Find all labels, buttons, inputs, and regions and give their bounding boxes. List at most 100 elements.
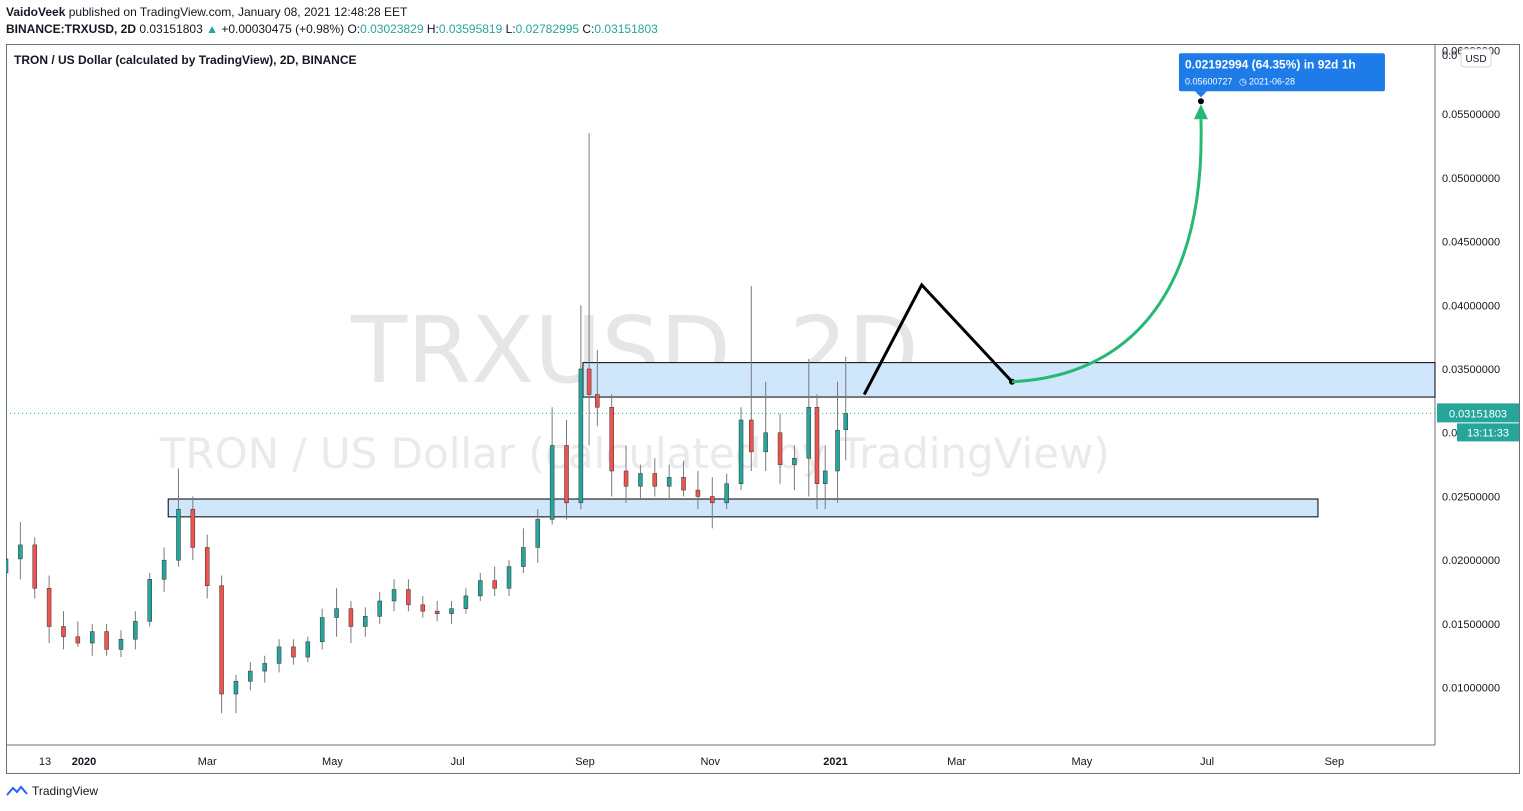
target-callout-box <box>1178 53 1385 92</box>
candle-body <box>133 621 138 640</box>
time-tick-label: Jul <box>451 756 465 768</box>
candle-body <box>695 489 701 497</box>
candle-body <box>535 519 541 548</box>
support-resistance-zone-1 <box>167 498 1319 518</box>
candle-body <box>6 558 9 574</box>
candle-body <box>478 580 483 597</box>
time-tick-label: Sep <box>1325 756 1345 768</box>
chart-frame-border <box>6 44 1520 774</box>
footer: TradingView <box>6 784 98 798</box>
candle-body <box>814 406 820 484</box>
change-arrow-icon: ▲ <box>206 22 218 36</box>
current-price-label: 0.03151803 <box>1449 408 1507 420</box>
candle-body <box>623 470 629 487</box>
open-value: 0.03023829 <box>360 22 424 36</box>
candle-body <box>190 508 196 548</box>
candle-body <box>822 470 828 484</box>
candle-body <box>434 610 440 614</box>
candle-body <box>32 544 37 589</box>
candle-body <box>89 631 95 644</box>
price-tick-label: 0.04500000 <box>1442 237 1500 249</box>
candle-body <box>638 473 643 487</box>
candle-body <box>291 646 296 658</box>
candle-body <box>46 587 52 627</box>
candle-body <box>521 547 526 567</box>
time-tick-label: Mar <box>198 756 217 768</box>
candle-body <box>204 547 210 586</box>
close-label: C: <box>582 22 595 36</box>
candle-body <box>377 600 382 617</box>
price-tick-label: 0.01000000 <box>1442 683 1500 695</box>
candle-body <box>666 477 672 487</box>
candle-body <box>564 445 569 504</box>
time-tick-label: 2021 <box>823 756 847 768</box>
candle-body <box>319 617 325 643</box>
candle-body <box>777 432 783 465</box>
time-tick-label: May <box>322 756 343 768</box>
candle-body <box>219 585 224 695</box>
candle-body <box>276 646 282 664</box>
price-tick-label: 0.03500000 <box>1442 364 1500 376</box>
countdown-label: 13:11:33 <box>1467 427 1509 439</box>
candle-body <box>305 641 311 658</box>
chart-title: TRON / US Dollar (calculated by TradingV… <box>14 53 357 67</box>
candle-body <box>549 445 555 520</box>
candle-body <box>233 681 239 695</box>
candle-body <box>738 419 744 484</box>
target-callout-date: 2021-06-28 <box>1249 76 1295 86</box>
target-callout-change: 0.02192994 (64.35%) in 92d 1h <box>1185 57 1356 71</box>
candle-body <box>363 616 368 627</box>
candle-body <box>406 589 411 606</box>
last-price: 0.03151803 <box>139 22 203 36</box>
publish-header: VaidoVeek published on TradingView.com, … <box>6 4 658 38</box>
target-callout-pointer <box>1194 91 1207 98</box>
candle-body <box>506 566 512 589</box>
candle-body <box>348 608 354 627</box>
time-tick-label: 13 <box>39 756 51 768</box>
candle-body <box>724 483 729 504</box>
target-point <box>1197 98 1204 105</box>
candle-body <box>652 473 658 487</box>
watermark-description: TRON / US Dollar (calculated by TradingV… <box>159 429 1110 478</box>
candle-body <box>248 670 253 682</box>
currency-badge-label: USD <box>1465 54 1486 65</box>
low-label: L: <box>505 22 516 36</box>
price-tick-label: 0.02500000 <box>1442 491 1500 503</box>
author-name[interactable]: VaidoVeek <box>6 5 66 19</box>
time-tick-label: Mar <box>947 756 966 768</box>
candle-body <box>578 368 584 504</box>
open-label: O: <box>347 22 361 36</box>
candle-body <box>681 477 686 491</box>
projection-curve <box>1011 119 1203 384</box>
candle-body <box>792 457 797 465</box>
tradingview-logo-icon <box>6 785 28 796</box>
candle-body <box>835 429 840 472</box>
candle-body <box>492 580 497 589</box>
candle-body <box>118 638 124 650</box>
price-tick-label: 0.04000000 <box>1442 300 1500 312</box>
time-tick-label: Sep <box>575 756 595 768</box>
price-tick-label-top: 0.0 <box>1442 50 1457 62</box>
target-callout-price: 0.05600727 <box>1185 76 1233 86</box>
candle-body <box>463 595 469 609</box>
projection-zigzag <box>862 282 1014 396</box>
time-tick-label: 2020 <box>72 756 96 768</box>
close-value: 0.03151803 <box>594 22 658 36</box>
candle-body <box>749 419 754 453</box>
candle-body <box>104 631 109 650</box>
high-value: 0.03595819 <box>438 22 503 36</box>
ohlc-line: BINANCE:TRXUSD, 2D 0.03151803 ▲ +0.00030… <box>6 21 658 38</box>
candle-body <box>595 394 600 408</box>
candle-body <box>843 413 848 430</box>
footer-brand[interactable]: TradingView <box>32 784 99 798</box>
clock-icon: ◷ <box>1239 76 1247 86</box>
price-tick-label: 0.05000000 <box>1442 173 1500 185</box>
current-price-badge <box>1437 403 1519 423</box>
currency-badge <box>1460 48 1492 68</box>
candle-body <box>763 432 768 453</box>
chart-area[interactable]: TRXUSD, 2D TRON / US Dollar (calculated b… <box>6 44 1520 774</box>
candle-body <box>710 496 715 504</box>
price-tick-label: 0.02000000 <box>1442 555 1500 567</box>
candle-body <box>609 406 614 472</box>
